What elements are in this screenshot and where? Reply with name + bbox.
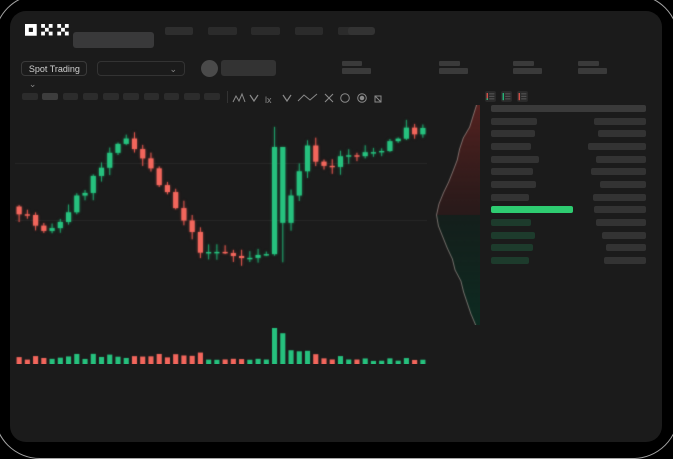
svg-text:lx: lx [265, 95, 272, 105]
